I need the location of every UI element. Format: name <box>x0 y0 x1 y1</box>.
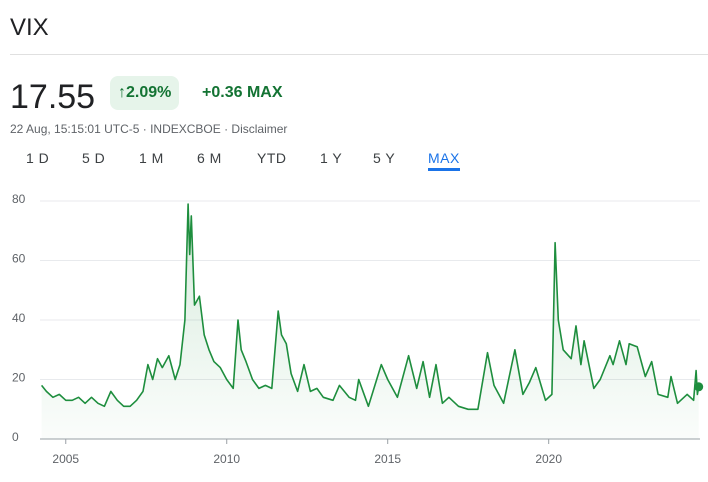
y-tick-label: 20 <box>12 371 26 385</box>
tab[interactable]: 5 Y <box>373 150 396 166</box>
x-tick-label: 2015 <box>374 452 401 466</box>
period: MAX <box>246 84 283 101</box>
change-pct: 2.09% <box>126 84 172 101</box>
info: 22 Aug, 15:15:01 UTC-5 · INDEXCBOE · Dis… <box>10 122 288 136</box>
line <box>40 203 700 411</box>
area <box>41 204 699 439</box>
last-point <box>694 382 704 392</box>
x-tick-label: 2020 <box>535 452 562 466</box>
title: VIX <box>10 14 49 41</box>
y-tick-label: 80 <box>12 192 26 206</box>
x-tick-label: 2010 <box>213 452 240 466</box>
arrow-icon: ↑ <box>118 84 126 101</box>
y-tick-label: 0 <box>12 430 19 444</box>
change-badge: ↑2.09% <box>110 76 180 110</box>
tab[interactable]: 1 D <box>26 150 50 166</box>
divider <box>10 54 708 55</box>
tab[interactable]: MAX <box>428 150 460 171</box>
tab[interactable]: 1 M <box>139 150 164 166</box>
change-value: +0.36 <box>202 84 243 101</box>
price: 17.55 <box>10 78 96 116</box>
tab[interactable]: 6 M <box>197 150 222 166</box>
y-tick-label: 60 <box>12 252 26 266</box>
change: +0.36 MAX <box>202 84 283 102</box>
tab[interactable]: 5 D <box>82 150 106 166</box>
x-tick-label: 2005 <box>52 452 79 466</box>
y-tick-label: 40 <box>12 311 26 325</box>
tab[interactable]: YTD <box>257 150 287 166</box>
chart: 0 20 40 60 80 2005 2010 2015 2020 <box>12 192 704 466</box>
tab[interactable]: 1 Y <box>320 150 343 166</box>
